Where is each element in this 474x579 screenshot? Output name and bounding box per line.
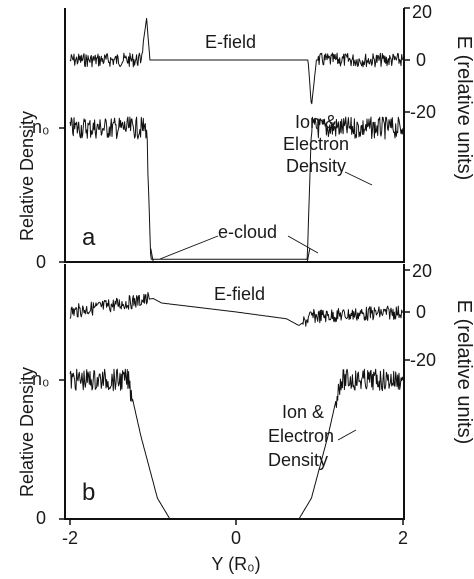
panel-b-ylabel: Relative Density (17, 367, 37, 497)
panel-a-e-cloud-trace (150, 248, 311, 263)
panel-a-zero-label: 0 (36, 252, 46, 272)
panel-a-ion-line3: Density (286, 156, 346, 176)
panel-a-label: a (82, 224, 96, 251)
panel-b-n0-label: n₀ (32, 369, 49, 389)
panel-a-ion-line1: Ion & (295, 112, 337, 132)
panel-b-ion-line3: Density (268, 450, 328, 470)
x-axis-title: Y (R₀) (211, 554, 260, 574)
panel-a-ion-electron-density-trace (69, 116, 404, 260)
panel-a-ion-leader (344, 171, 373, 186)
panel-a-em20-label: -20 (410, 102, 436, 122)
panel-b-ion-line2: Electron (268, 426, 334, 446)
panel-a-e-field-trace (69, 17, 404, 105)
x-tick-label-minus2: -2 (62, 528, 78, 548)
panel-b-ion-leader (337, 429, 357, 441)
panel-a-n0-label: n₀ (32, 117, 49, 137)
panel-b-e20-label: 20 (412, 261, 432, 281)
panel-b-zero-label: 0 (36, 508, 46, 528)
panel-b-ion-line1: Ion & (282, 402, 324, 422)
x-tick-label-0: 0 (231, 528, 241, 548)
panel-a-e0-label: 0 (416, 50, 426, 70)
panel-b-efield-label: E-field (214, 284, 265, 304)
panel-b-traces (69, 291, 404, 520)
panel-a-ecloud-leader-right (287, 235, 319, 254)
panel-a-e-axis-title: E (relative units) (453, 36, 474, 181)
panel-a-traces (69, 17, 404, 263)
panel-a-ion-line2: Electron (283, 134, 349, 154)
panel-b-e-field-trace (69, 291, 404, 327)
x-tick-label-2: 2 (398, 528, 408, 548)
panel-b-e-axis-title: E (relative units) (453, 300, 474, 445)
panel-a-ecloud-leader-left (159, 235, 219, 260)
panel-a-efield-label: E-field (205, 32, 256, 52)
panel-b-em20-label: -20 (410, 350, 436, 370)
panel-a-e20-label: 20 (412, 2, 432, 22)
panel-b: b E-field Ion & Electron Density (59, 264, 410, 525)
panel-a-ecloud-label: e-cloud (218, 222, 277, 242)
panel-b-e0-label: 0 (416, 302, 426, 322)
panel-b-ion-electron-density-trace (69, 368, 404, 520)
panel-a-ylabel: Relative Density (17, 111, 37, 241)
panel-a: a E-field Ion & Electron Density e-cloud (59, 7, 410, 263)
panel-b-label: b (82, 479, 95, 506)
